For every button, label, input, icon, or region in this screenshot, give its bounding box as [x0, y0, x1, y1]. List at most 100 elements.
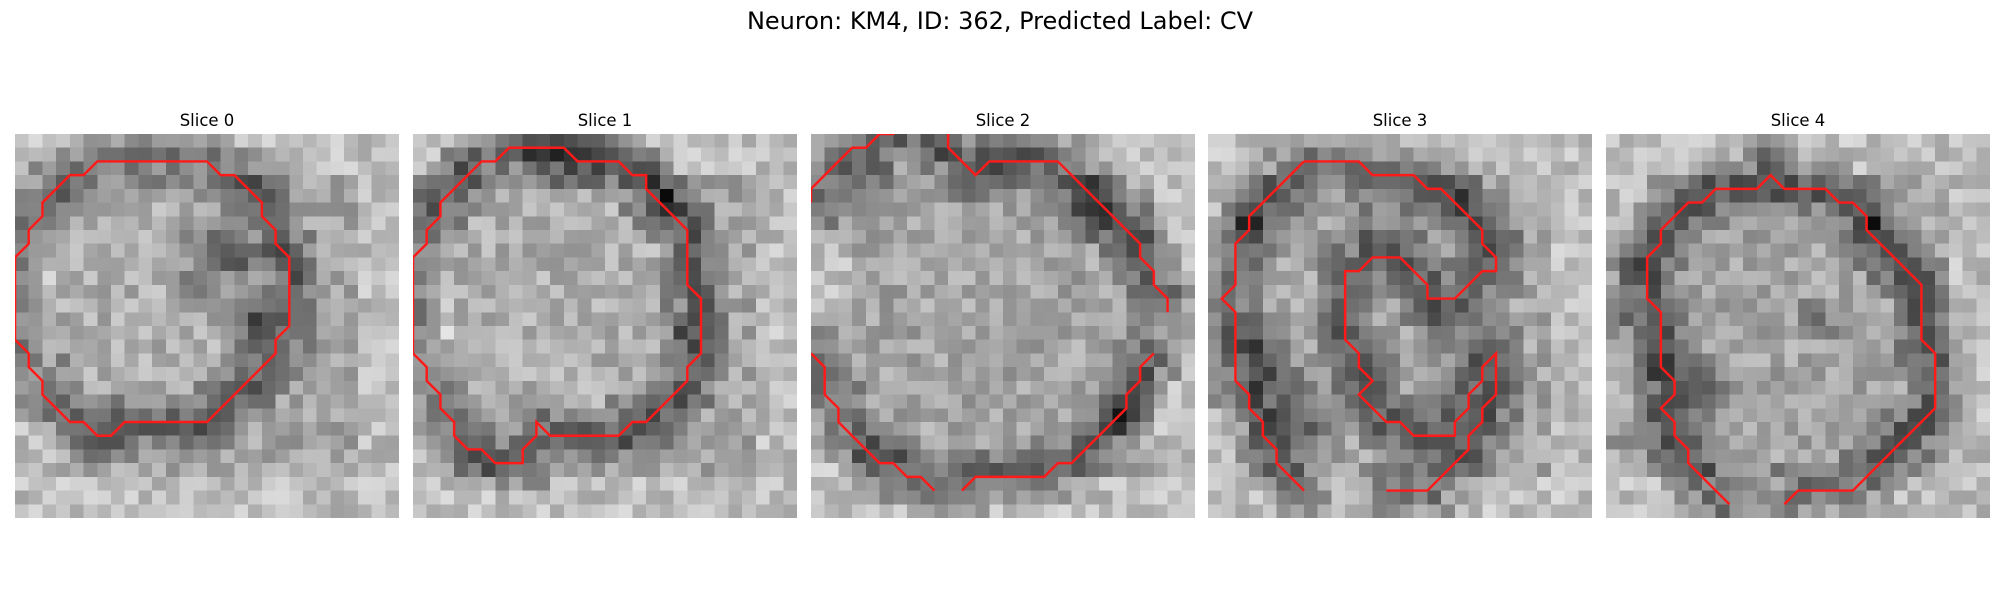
image-pixel [687, 422, 702, 436]
image-pixel [1057, 312, 1072, 327]
image-pixel [1550, 326, 1565, 340]
image-pixel [934, 326, 949, 340]
image-pixel [755, 422, 770, 436]
image-pixel [193, 243, 208, 258]
image-pixel [714, 353, 729, 368]
image-pixel [1770, 326, 1785, 340]
image-pixel [605, 463, 619, 478]
image-pixel [1921, 202, 1936, 217]
image-pixel [179, 243, 194, 258]
image-pixel [522, 422, 537, 436]
image-pixel [1784, 175, 1799, 190]
image-pixel [220, 339, 235, 354]
image-pixel [1140, 312, 1155, 327]
image-pixel [1619, 476, 1634, 491]
image-pixel [1976, 134, 1990, 148]
image-pixel [1660, 230, 1675, 244]
image-pixel [1729, 463, 1744, 478]
image-pixel [591, 147, 606, 162]
image-pixel [1153, 312, 1168, 327]
image-pixel [1413, 243, 1428, 258]
image-pixel [385, 243, 399, 258]
image-pixel [563, 188, 578, 203]
image-pixel [413, 271, 427, 286]
image-pixel [111, 504, 125, 518]
slice-panel-3: Slice 3 [1208, 110, 1592, 518]
image-pixel [303, 147, 317, 162]
image-pixel [1427, 504, 1442, 518]
image-pixel [975, 188, 990, 203]
image-pixel [1798, 339, 1812, 354]
image-pixel [234, 394, 249, 409]
image-pixel [1016, 243, 1031, 258]
image-pixel [1441, 147, 1456, 162]
image-pixel [907, 326, 921, 340]
image-pixel [275, 449, 290, 464]
image-pixel [1825, 271, 1840, 286]
image-pixel [673, 326, 688, 340]
image-pixel [1606, 230, 1620, 244]
image-pixel [1400, 298, 1414, 313]
image-pixel [1372, 422, 1387, 436]
image-pixel [344, 161, 359, 176]
image-pixel [755, 284, 770, 299]
image-pixel [646, 463, 661, 478]
image-pixel [811, 463, 825, 478]
image-pixel [687, 326, 702, 340]
image-pixel [989, 175, 1004, 190]
image-pixel [330, 422, 345, 436]
image-pixel [1496, 202, 1510, 217]
image-pixel [577, 161, 592, 176]
image-pixel [1345, 367, 1360, 382]
image-pixel [550, 284, 565, 299]
image-pixel [934, 298, 949, 313]
image-pixel [1126, 298, 1141, 313]
image-pixel [961, 449, 976, 464]
image-pixel [605, 353, 619, 368]
image-pixel [509, 504, 523, 518]
image-pixel [440, 476, 455, 491]
image-pixel [1811, 435, 1826, 450]
image-pixel [1482, 230, 1497, 244]
image-pixel [220, 230, 235, 244]
image-pixel [1811, 367, 1826, 382]
image-pixel [1606, 271, 1620, 286]
image-pixel [1578, 490, 1592, 505]
image-pixel [1071, 161, 1086, 176]
image-pixel [261, 134, 276, 148]
image-pixel [1317, 147, 1332, 162]
image-pixel [344, 326, 359, 340]
image-pixel [1702, 161, 1716, 176]
image-pixel [111, 298, 125, 313]
image-pixel [481, 312, 496, 327]
image-pixel [1181, 284, 1195, 299]
image-pixel [577, 476, 592, 491]
image-pixel [1619, 271, 1634, 286]
image-pixel [1921, 326, 1936, 340]
image-pixel [1304, 476, 1318, 491]
image-pixel [1044, 243, 1059, 258]
image-pixel [1482, 490, 1497, 505]
image-pixel [838, 257, 853, 272]
image-pixel [975, 271, 990, 286]
image-pixel [1962, 463, 1977, 478]
image-pixel [275, 504, 290, 518]
image-pixel [522, 312, 537, 327]
image-pixel [1427, 134, 1442, 148]
image-pixel [1400, 339, 1414, 354]
image-pixel [371, 312, 386, 327]
image-pixel [1729, 216, 1744, 231]
image-pixel [28, 394, 43, 409]
image-pixel [56, 257, 71, 272]
image-pixel [838, 367, 853, 382]
image-pixel [509, 339, 523, 354]
image-pixel [838, 298, 853, 313]
image-pixel [755, 380, 770, 395]
image-pixel [1427, 175, 1442, 190]
image-pixel [1743, 353, 1758, 368]
image-pixel [1537, 504, 1552, 518]
image-pixel [426, 161, 441, 176]
image-pixel [1317, 175, 1332, 190]
image-pixel [1454, 134, 1469, 148]
image-pixel [1935, 243, 1950, 258]
